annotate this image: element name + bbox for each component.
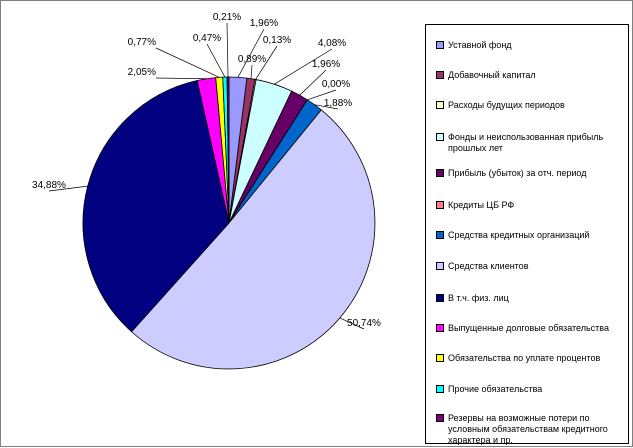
legend-item: Обязательства по уплате процентов	[436, 353, 626, 364]
legend: Уставной фонд Добавочный капитал Расходы б…	[425, 24, 629, 446]
legend-item: Расходы будущих периодов	[436, 100, 626, 111]
legend-swatch	[436, 414, 444, 422]
legend-swatch	[436, 231, 444, 239]
legend-label: Кредиты ЦБ РФ	[448, 200, 515, 210]
legend-item: Уставной фонд	[436, 40, 626, 51]
legend-item: В т.ч. физ. лиц	[436, 293, 626, 304]
legend-swatch	[436, 324, 444, 332]
leader-line	[155, 77, 207, 80]
leader-line	[307, 89, 337, 101]
data-label: 1,88%	[324, 98, 352, 109]
leader-line	[299, 69, 327, 96]
legend-label: Уставной фонд	[448, 40, 512, 50]
legend-swatch	[436, 201, 444, 209]
legend-label: Выпущенные долговые обязательства	[448, 323, 609, 333]
legend-label: Фонды и неиспользованная прибыль прошлых…	[448, 132, 604, 153]
legend-swatch	[436, 294, 444, 302]
legend-swatch	[436, 71, 444, 79]
leader-line	[339, 317, 365, 330]
legend-label: Расходы будущих периодов	[448, 100, 565, 110]
legend-item: Добавочный капитал	[436, 70, 626, 81]
legend-swatch	[436, 41, 444, 49]
legend-item: Средства кредитных организаций	[436, 230, 626, 241]
legend-label: Прочие обязательства	[448, 384, 543, 394]
legend-item: Выпущенные долговые обязательства	[436, 323, 626, 334]
leader-line	[226, 22, 229, 78]
leader-line	[255, 45, 278, 80]
legend-swatch	[436, 169, 444, 177]
data-label: 0,00%	[322, 79, 350, 90]
leader-line	[237, 28, 265, 78]
leader-line	[206, 43, 226, 78]
legend-label: Прибыль (убыток) за отч. период	[448, 168, 587, 178]
legend-swatch	[436, 262, 444, 270]
legend-label: В т.ч. физ. лиц	[448, 293, 509, 303]
data-label: 0,77%	[128, 37, 156, 48]
legend-label: Средства кредитных организаций	[448, 230, 590, 240]
leader-line	[250, 64, 253, 79]
legend-label: Средства клиентов	[448, 261, 529, 271]
legend-swatch	[436, 133, 444, 141]
legend-item: Кредиты ЦБ РФ	[436, 200, 626, 211]
legend-item: Резервы на возможные потери по условным …	[436, 413, 626, 446]
legend-swatch	[436, 354, 444, 362]
data-label: 34,88%	[32, 180, 66, 191]
leader-line	[274, 48, 333, 85]
legend-label: Добавочный капитал	[448, 70, 536, 80]
data-label: 0,47%	[193, 33, 221, 44]
pie-slice	[131, 109, 376, 370]
legend-item: Прибыль (убыток) за отч. период	[436, 168, 626, 179]
leader-line	[48, 185, 88, 192]
legend-item: Средства клиентов	[436, 261, 626, 272]
data-label: 1,96%	[250, 18, 278, 29]
data-label: 0,89%	[238, 54, 266, 65]
data-label: 1,96%	[312, 59, 340, 70]
leader-line	[155, 47, 220, 78]
legend-item: Прочие обязательства	[436, 384, 626, 395]
data-label: 0,13%	[263, 35, 291, 46]
data-label: 4,08%	[318, 38, 346, 49]
legend-swatch	[436, 385, 444, 393]
pie-slice	[226, 76, 230, 224]
data-label: 0,21%	[213, 12, 241, 23]
legend-swatch	[436, 101, 444, 109]
leader-line	[314, 104, 339, 110]
data-label: 2,05%	[128, 67, 156, 78]
legend-label: Резервы на возможные потери по условным …	[448, 413, 608, 445]
data-label: 50,74%	[347, 318, 381, 329]
legend-item: Фонды и неиспользованная прибыль прошлых…	[436, 132, 626, 154]
legend-label: Обязательства по уплате процентов	[448, 353, 601, 363]
